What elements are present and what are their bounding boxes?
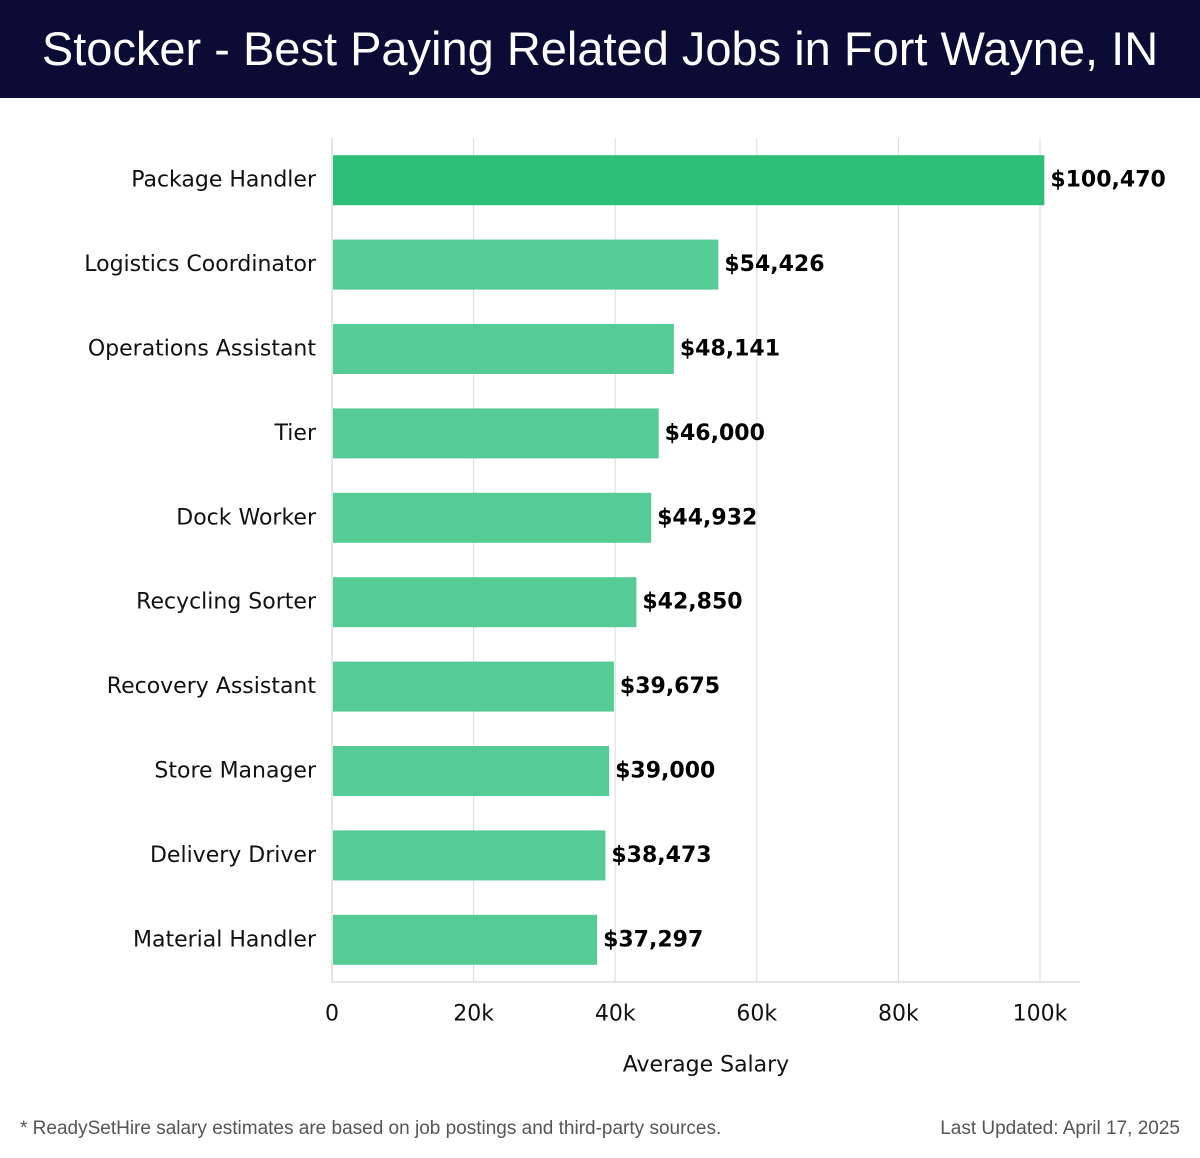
chart-title: Stocker - Best Paying Related Jobs in Fo… [41, 22, 1159, 75]
bar-chart: Package Handler $100,470 Logistics Coordin… [84, 138, 1166, 1078]
bar [333, 914, 598, 965]
value-label: $54,426 [724, 252, 824, 277]
value-label: $38,473 [611, 843, 711, 868]
value-label: $42,850 [642, 590, 742, 615]
bar [333, 492, 652, 543]
value-label: $39,000 [615, 759, 715, 784]
value-label: $44,932 [657, 505, 757, 530]
value-label: $37,297 [603, 927, 703, 952]
bar [333, 408, 659, 459]
x-axis-title: Average Salary [623, 1053, 789, 1078]
x-tick-label: 0 [325, 1002, 339, 1027]
x-tick-label: 80k [878, 1002, 919, 1027]
bar [333, 746, 610, 796]
category-label: Recycling Sorter [136, 590, 317, 615]
value-label: $100,470 [1050, 168, 1166, 193]
value-label: $46,000 [665, 421, 765, 446]
header-banner: Stocker - Best Paying Related Jobs in Fo… [0, 0, 1200, 98]
bar [333, 577, 637, 628]
bar [333, 324, 674, 374]
value-label: $39,675 [620, 674, 720, 699]
value-label: $48,141 [680, 337, 780, 362]
x-tick-label: 40k [595, 1002, 636, 1027]
bar [333, 661, 614, 712]
footnote: * ReadySetHire salary estimates are base… [20, 1118, 722, 1139]
category-label: Store Manager [154, 759, 317, 784]
category-label: Operations Assistant [88, 337, 317, 362]
category-label: Tier [274, 421, 317, 446]
category-label: Recovery Assistant [107, 674, 317, 699]
x-tick-label: 100k [1013, 1002, 1068, 1027]
category-label: Delivery Driver [150, 843, 317, 868]
category-label: Logistics Coordinator [84, 252, 317, 277]
x-tick-label: 60k [736, 1002, 777, 1027]
last-updated: Last Updated: April 17, 2025 [940, 1118, 1180, 1139]
bar [333, 830, 606, 881]
category-label: Dock Worker [176, 505, 317, 530]
x-tick-label: 20k [453, 1002, 494, 1027]
category-label: Material Handler [133, 927, 317, 952]
category-label: Package Handler [131, 168, 317, 193]
bar [333, 239, 719, 290]
bar [333, 155, 1045, 206]
